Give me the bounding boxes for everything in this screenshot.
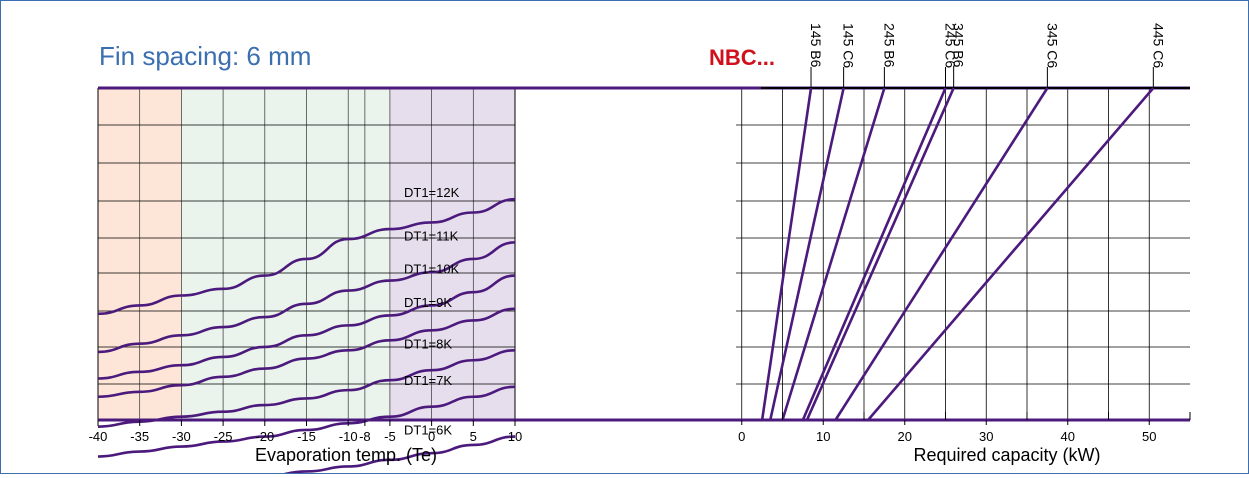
curve-line xyxy=(97,197,516,316)
curve-line xyxy=(242,435,516,478)
left-x-tick-label: -10 xyxy=(339,429,358,444)
curve-label: DT1=12K xyxy=(404,185,460,200)
right-x-tick-label: 50 xyxy=(1142,429,1156,444)
chart-labels: DT1=12K DT1=11K DT1=10K DT1=9K DT1=8K DT1=7K D… xyxy=(404,23,1166,438)
model-lines xyxy=(760,87,1155,421)
model-label: 145 B6 xyxy=(808,23,824,68)
model-label: 145 C6 xyxy=(841,23,857,68)
model-line xyxy=(769,87,845,421)
dt1-curves xyxy=(97,197,516,478)
shaded-bands xyxy=(98,88,515,420)
curve-line xyxy=(97,241,516,354)
curve-line xyxy=(97,274,516,380)
left-x-tick-label: -15 xyxy=(297,429,316,444)
left-x-tick-label: -35 xyxy=(130,429,149,444)
left-x-tick-label: -5 xyxy=(384,429,396,444)
curve-line xyxy=(97,348,516,428)
model-label: 245 B6 xyxy=(881,23,897,68)
right-x-tick-label: 30 xyxy=(979,429,993,444)
curve-label: DT1=8K xyxy=(404,336,452,351)
brand-logo: NBC... xyxy=(709,45,775,70)
grid-lines xyxy=(97,86,1190,422)
model-line xyxy=(801,87,947,421)
left-x-tick-label: -20 xyxy=(255,429,274,444)
axis-ticks: -40 -35 -30 -25 -20 -15 -10 -8 -5 0 5 10 0 10 20 30 40 50 xyxy=(89,412,1191,444)
page-title: Fin spacing: 6 mm xyxy=(99,41,311,71)
left-x-tick-label: -30 xyxy=(172,429,191,444)
curve-label: DT1=9K xyxy=(404,295,452,310)
model-label: 445 C6 xyxy=(1150,23,1166,68)
left-x-tick-label: -25 xyxy=(214,429,233,444)
shaded-band xyxy=(389,88,515,420)
curve-label: DT1=7K xyxy=(404,373,452,388)
right-x-tick-label: 40 xyxy=(1061,429,1075,444)
right-x-axis-label: Required capacity (kW) xyxy=(913,445,1100,465)
model-line xyxy=(781,87,886,421)
right-x-tick-label: 0 xyxy=(738,429,745,444)
model-line xyxy=(867,87,1155,421)
curve-line xyxy=(97,307,516,399)
model-line xyxy=(760,87,813,421)
right-x-tick-label: 20 xyxy=(898,429,912,444)
left-x-tick-label: 5 xyxy=(470,429,477,444)
left-x-axis-label: Evaporation temp. (Te) xyxy=(255,445,437,465)
curve-line xyxy=(97,385,516,458)
curve-label: DT1=6K xyxy=(404,423,452,438)
model-line xyxy=(834,87,1049,421)
left-x-tick-label: -40 xyxy=(89,429,108,444)
left-x-tick-label: 0 xyxy=(428,429,435,444)
shaded-band xyxy=(181,88,390,420)
model-label: 345 C6 xyxy=(1044,23,1060,68)
model-label: 245 C6 xyxy=(943,23,959,68)
right-x-tick-label: 10 xyxy=(816,429,830,444)
left-x-tick-label: -8 xyxy=(359,429,371,444)
curve-label: DT1=11K xyxy=(404,228,459,243)
curve-label: DT1=10K xyxy=(404,262,460,277)
model-line xyxy=(805,87,955,421)
model-label: 345 B6 xyxy=(951,23,967,68)
left-x-tick-label: 10 xyxy=(508,429,522,444)
